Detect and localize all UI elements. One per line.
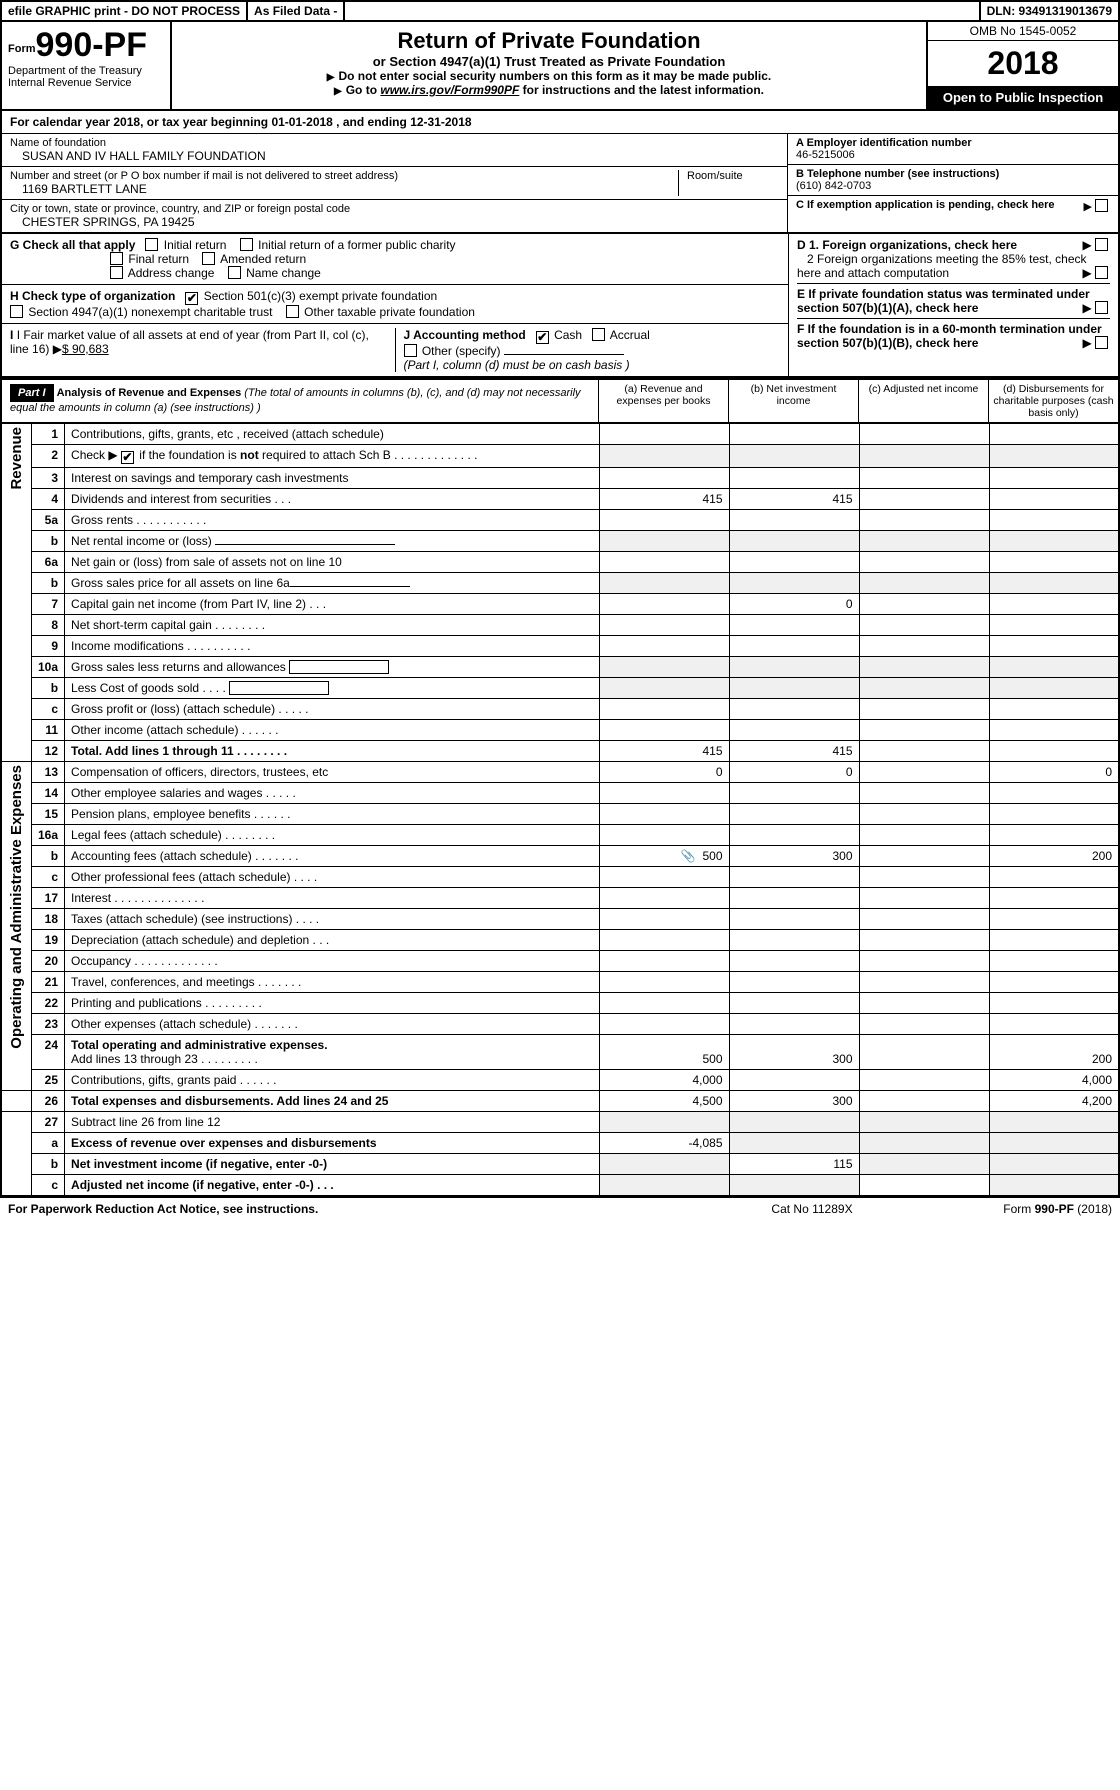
chk-name-change[interactable] — [228, 266, 241, 279]
phone-cell: B Telephone number (see instructions) (6… — [788, 165, 1118, 196]
top-bar: efile GRAPHIC print - DO NOT PROCESS As … — [0, 0, 1120, 22]
chk-other-taxable[interactable] — [286, 305, 299, 318]
chk-d2[interactable] — [1095, 266, 1108, 279]
foundation-name: SUSAN AND IV HALL FAMILY FOUNDATION — [10, 149, 779, 163]
row-h: H Check type of organization ✔ Section 5… — [2, 285, 788, 324]
phone-value: (610) 842-0703 — [796, 180, 1110, 192]
form-title: Return of Private Foundation — [178, 28, 920, 54]
efile-notice: efile GRAPHIC print - DO NOT PROCESS — [2, 2, 248, 20]
form-number: Form990-PF — [8, 26, 164, 65]
irs-url[interactable]: www.irs.gov/Form990PF — [380, 83, 519, 97]
part-1-table: Revenue 1Contributions, gifts, grants, e… — [0, 422, 1120, 1197]
chk-accrual[interactable] — [592, 328, 605, 341]
chk-amended[interactable] — [202, 252, 215, 265]
city-state-zip: CHESTER SPRINGS, PA 19425 — [10, 215, 779, 229]
ssn-warning: Do not enter social security numbers on … — [178, 69, 920, 83]
asfiled-label: As Filed Data - — [248, 2, 345, 20]
cat-number: Cat No 11289X — [712, 1202, 912, 1216]
col-d-header: (d) Disbursements for charitable purpose… — [988, 380, 1118, 422]
checkbox-section: G Check all that apply Initial return In… — [0, 234, 1120, 378]
form-ref: Form 990-PF (2018) — [912, 1202, 1112, 1216]
part-1-header: Part I Analysis of Revenue and Expenses … — [0, 378, 1120, 422]
dln-number: DLN: 93491319013679 — [981, 2, 1118, 20]
omb-number: OMB No 1545-0052 — [928, 22, 1118, 41]
page-footer: For Paperwork Reduction Act Notice, see … — [0, 1197, 1120, 1220]
chk-cash[interactable]: ✔ — [536, 331, 549, 344]
part-1-tag: Part I — [10, 384, 54, 402]
revenue-label: Revenue — [8, 427, 25, 490]
open-public-badge: Open to Public Inspection — [928, 86, 1118, 109]
entity-info: Name of foundation SUSAN AND IV HALL FAM… — [0, 134, 1120, 234]
chk-4947a1[interactable] — [10, 305, 23, 318]
room-suite-label: Room/suite — [679, 170, 779, 196]
expenses-label: Operating and Administrative Expenses — [8, 765, 25, 1049]
instructions-link-row: Go to www.irs.gov/Form990PF for instruct… — [178, 83, 920, 97]
street-address: 1169 BARTLETT LANE — [10, 182, 670, 196]
form-subtitle: or Section 4947(a)(1) Trust Treated as P… — [178, 54, 920, 69]
attachment-icon[interactable]: 📎 — [681, 849, 696, 863]
chk-initial-return[interactable] — [145, 238, 158, 251]
col-c-header: (c) Adjusted net income — [858, 380, 988, 422]
chk-e[interactable] — [1095, 301, 1108, 314]
col-a-header: (a) Revenue and expenses per books — [598, 380, 728, 422]
calendar-year-row: For calendar year 2018, or tax year begi… — [0, 111, 1120, 134]
col-b-header: (b) Net investment income — [728, 380, 858, 422]
row-i-j: I I Fair market value of all assets at e… — [2, 324, 788, 376]
chk-501c3[interactable]: ✔ — [185, 292, 198, 305]
fmv-value: $ 90,683 — [62, 342, 109, 356]
tax-year: 2018 — [928, 41, 1118, 86]
dept-treasury: Department of the Treasury — [8, 65, 164, 77]
checkbox-c[interactable] — [1095, 199, 1108, 212]
address-cell: Number and street (or P O box number if … — [2, 167, 787, 200]
irs-label: Internal Revenue Service — [8, 77, 164, 89]
chk-f[interactable] — [1095, 336, 1108, 349]
foundation-name-cell: Name of foundation SUSAN AND IV HALL FAM… — [2, 134, 787, 167]
form-header: Form990-PF Department of the Treasury In… — [0, 22, 1120, 111]
exemption-pending-cell: C If exemption application is pending, c… — [788, 196, 1118, 214]
ein-cell: A Employer identification number 46-5215… — [788, 134, 1118, 165]
chk-other-method[interactable] — [404, 344, 417, 357]
chk-address-change[interactable] — [110, 266, 123, 279]
chk-schb[interactable]: ✔ — [121, 451, 134, 464]
chk-d1[interactable] — [1095, 238, 1108, 251]
ein-value: 46-5215006 — [796, 149, 1110, 161]
row-g: G Check all that apply Initial return In… — [2, 234, 788, 285]
chk-final-return[interactable] — [110, 252, 123, 265]
paperwork-notice: For Paperwork Reduction Act Notice, see … — [8, 1202, 712, 1216]
chk-initial-former[interactable] — [240, 238, 253, 251]
city-cell: City or town, state or province, country… — [2, 200, 787, 232]
